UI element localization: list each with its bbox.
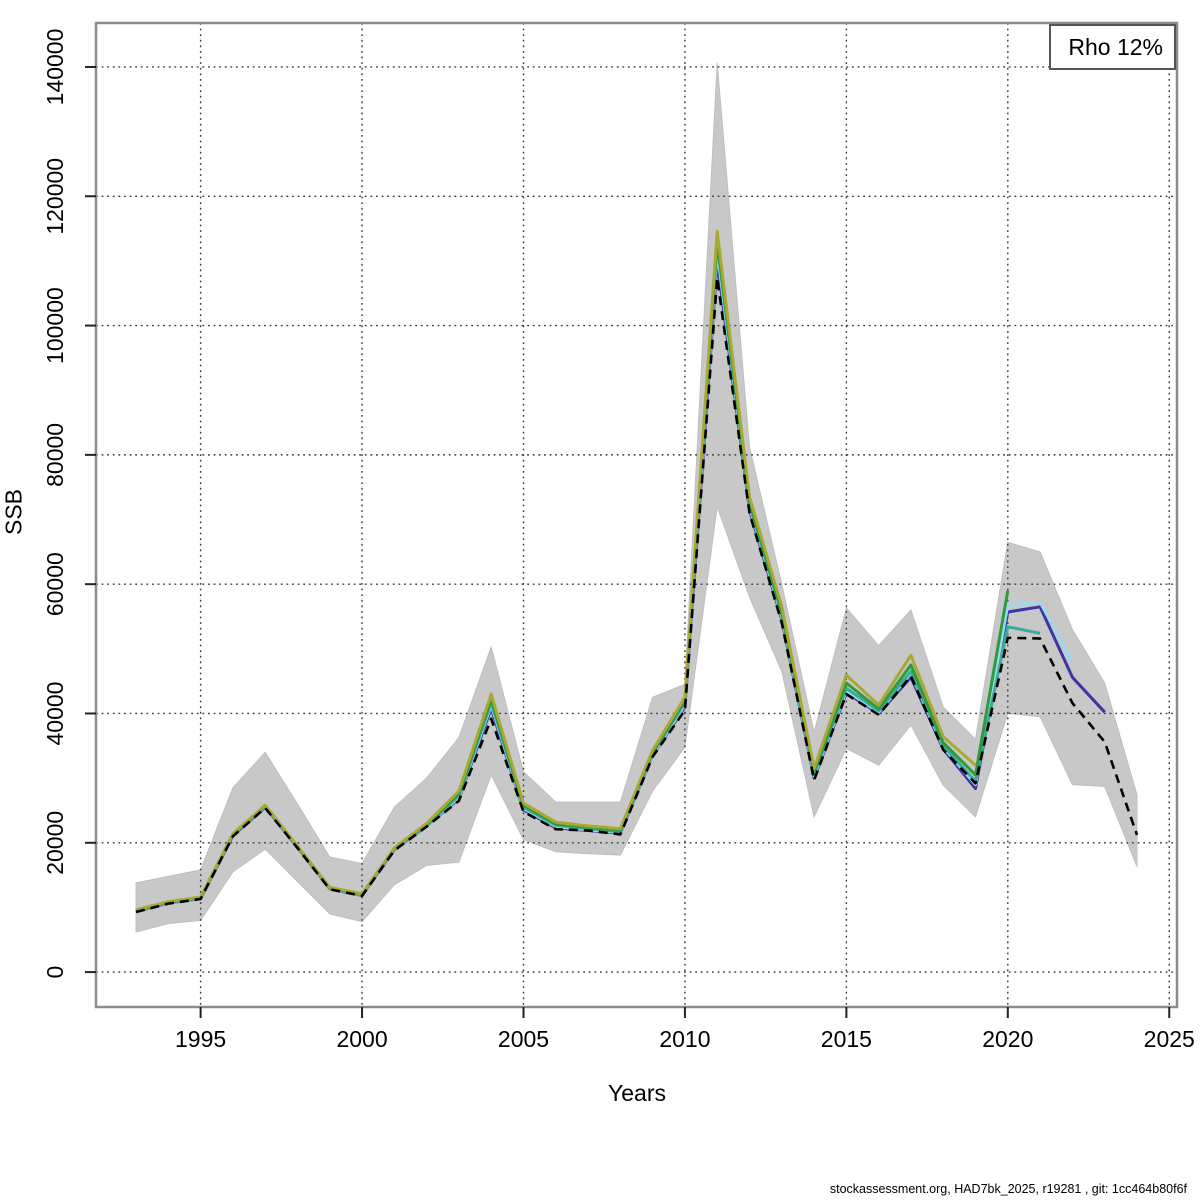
svg-text:1995: 1995 — [175, 1026, 226, 1052]
svg-text:20000: 20000 — [42, 811, 68, 875]
svg-text:2010: 2010 — [659, 1026, 710, 1052]
source-attribution: stockassessment.org, HAD7bk_2025, r19281… — [829, 1182, 1187, 1196]
svg-text:2000: 2000 — [336, 1026, 387, 1052]
svg-text:140000: 140000 — [42, 29, 68, 106]
x-axis-title: Years — [608, 1080, 666, 1106]
svg-text:2025: 2025 — [1144, 1026, 1195, 1052]
svg-text:2005: 2005 — [498, 1026, 549, 1052]
svg-text:2015: 2015 — [821, 1026, 872, 1052]
legend-box: Rho 12% — [1049, 24, 1176, 70]
y-axis-title: SSB — [0, 488, 27, 536]
svg-text:40000: 40000 — [42, 682, 68, 746]
svg-text:100000: 100000 — [42, 287, 68, 364]
svg-text:60000: 60000 — [42, 552, 68, 616]
svg-text:0: 0 — [42, 966, 68, 979]
svg-text:80000: 80000 — [42, 423, 68, 487]
legend-rho-label: Rho 12% — [1068, 33, 1163, 60]
svg-text:2020: 2020 — [982, 1026, 1033, 1052]
svg-text:120000: 120000 — [42, 158, 68, 235]
